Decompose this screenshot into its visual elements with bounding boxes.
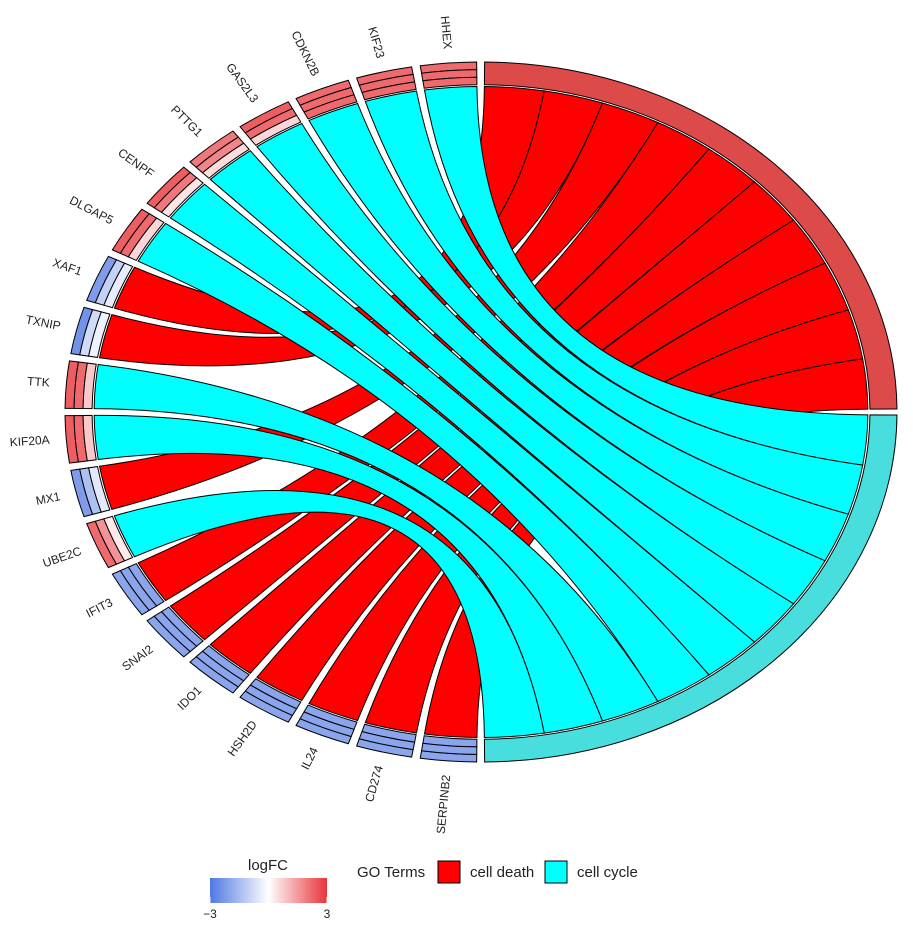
logfc-band — [250, 679, 300, 709]
gene-label: IDO1 — [175, 683, 205, 713]
logfc-band — [104, 263, 133, 307]
legend-swatch — [437, 860, 461, 884]
ribbons — [94, 87, 868, 738]
logfc-band — [162, 607, 204, 646]
logfc-band — [83, 415, 96, 460]
legend-title: GO Terms — [357, 864, 425, 881]
gene-label: IL24 — [298, 745, 321, 772]
gene-label: TXNIP — [24, 312, 61, 333]
gene-label: HSH2D — [225, 717, 260, 758]
logfc-band — [423, 77, 477, 88]
logfc-band — [423, 736, 477, 747]
gene-label: KIF23 — [365, 25, 387, 60]
gene-label: MX1 — [35, 489, 62, 508]
logfc-band — [203, 646, 250, 681]
colorbar — [210, 878, 327, 903]
gene-label: CDKN2B — [288, 29, 322, 79]
gene-label: CENPF — [115, 146, 156, 181]
gene-label: DLGAP5 — [67, 193, 116, 227]
gene-label: SNAI2 — [119, 642, 156, 674]
gene-label: UBE2C — [41, 544, 84, 570]
colorbar-tick-label: −3 — [203, 907, 217, 921]
logfc-band — [362, 724, 416, 742]
logfc-band — [89, 467, 110, 513]
gene-label: CD274 — [362, 763, 386, 803]
gene-label: HHEX — [438, 15, 455, 50]
logfc-band — [203, 143, 250, 178]
logfc-band — [304, 95, 357, 119]
term-arc — [484, 62, 897, 409]
legend-swatch — [544, 860, 568, 884]
logfc-band — [128, 218, 164, 260]
logfc-band — [250, 115, 300, 145]
legend-label: cell cycle — [577, 864, 638, 881]
gene-label: XAF1 — [51, 255, 84, 278]
colorbar-tick-label: 3 — [324, 907, 331, 921]
legend-label: cell death — [470, 864, 534, 881]
gene-label: IFIT3 — [84, 595, 116, 620]
gene-label: SERPINB2 — [434, 774, 453, 835]
ribbon — [114, 490, 544, 737]
colorbar-title: logFC — [248, 857, 288, 874]
logfc-band — [89, 312, 110, 358]
term-arc — [484, 415, 897, 762]
logfc-band — [83, 363, 96, 408]
gene-label: GAS2L3 — [223, 60, 261, 105]
logfc-band — [362, 82, 416, 100]
logfc-band — [104, 516, 133, 560]
logfc-band — [128, 564, 164, 606]
logfc-band — [304, 705, 357, 729]
gene-label: TTK — [27, 374, 51, 389]
gene-label: KIF20A — [9, 433, 50, 450]
chord-plot — [65, 62, 897, 762]
logfc-band — [162, 178, 204, 217]
gene-label: PTTG1 — [168, 102, 206, 139]
